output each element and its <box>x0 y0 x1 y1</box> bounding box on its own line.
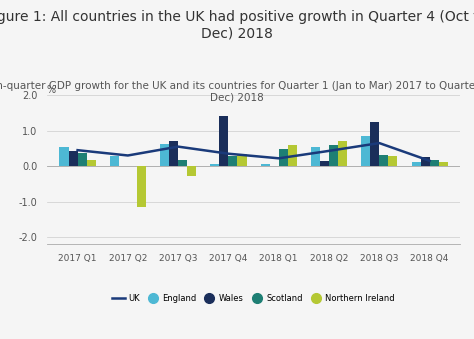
Bar <box>210 164 219 166</box>
Bar <box>87 160 96 166</box>
Bar <box>429 160 438 166</box>
Bar <box>110 156 119 166</box>
Bar <box>261 164 270 166</box>
Bar <box>320 161 329 166</box>
Bar <box>329 145 338 166</box>
Bar <box>438 162 448 166</box>
Bar <box>178 160 187 166</box>
Text: %: % <box>46 85 55 96</box>
Text: Quarter-on-quarter GDP growth for the UK and its countries for Quarter 1 (Jan to: Quarter-on-quarter GDP growth for the UK… <box>0 81 474 103</box>
Bar <box>288 145 297 166</box>
Bar <box>361 136 370 166</box>
Bar <box>388 156 397 166</box>
Bar <box>411 162 420 166</box>
Bar <box>69 151 78 166</box>
Text: Figure 1: All countries in the UK had positive growth in Quarter 4 (Oct to
Dec) : Figure 1: All countries in the UK had po… <box>0 10 474 40</box>
Bar <box>228 156 237 166</box>
Bar <box>160 144 169 166</box>
Bar <box>420 157 429 166</box>
Bar <box>237 155 246 166</box>
Bar <box>137 166 146 207</box>
Bar <box>370 122 379 166</box>
Bar <box>338 141 347 166</box>
Legend: UK, England, Wales, Scotland, Northern Ireland: UK, England, Wales, Scotland, Northern I… <box>109 291 398 306</box>
Bar <box>311 146 320 166</box>
Bar <box>219 117 228 166</box>
Bar <box>169 141 178 166</box>
Bar <box>279 149 288 166</box>
Bar <box>78 153 87 166</box>
Bar <box>59 146 69 166</box>
Bar <box>379 156 388 166</box>
Bar <box>187 166 196 176</box>
